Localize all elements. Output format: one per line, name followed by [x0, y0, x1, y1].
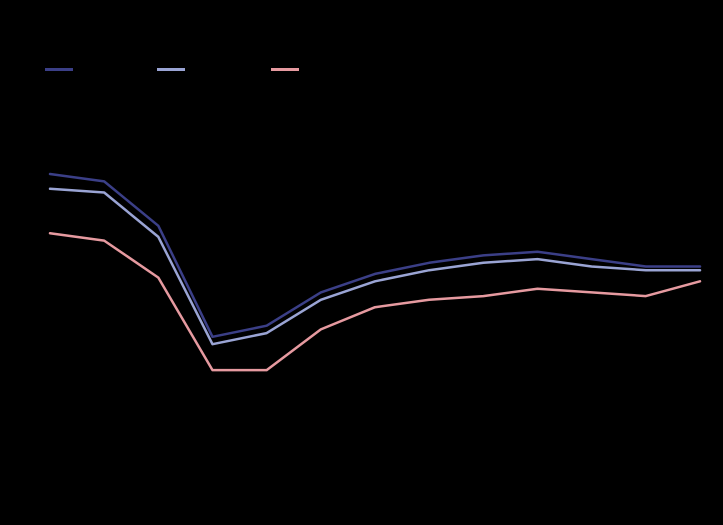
legend-swatch-1: [157, 68, 185, 71]
legend-label-1: Series B: [193, 62, 242, 77]
legend-label-0: Series A: [81, 62, 129, 77]
legend-swatch-2: [271, 68, 299, 71]
legend-item-2: Series C: [271, 62, 357, 77]
chart-legend: Series A Series B Series C: [45, 62, 356, 77]
chart-svg: [0, 0, 723, 525]
legend-item-1: Series B: [157, 62, 242, 77]
line-chart: Series A Series B Series C: [0, 0, 723, 525]
legend-label-2: Series C: [307, 62, 357, 77]
legend-swatch-0: [45, 68, 73, 71]
legend-item-0: Series A: [45, 62, 129, 77]
